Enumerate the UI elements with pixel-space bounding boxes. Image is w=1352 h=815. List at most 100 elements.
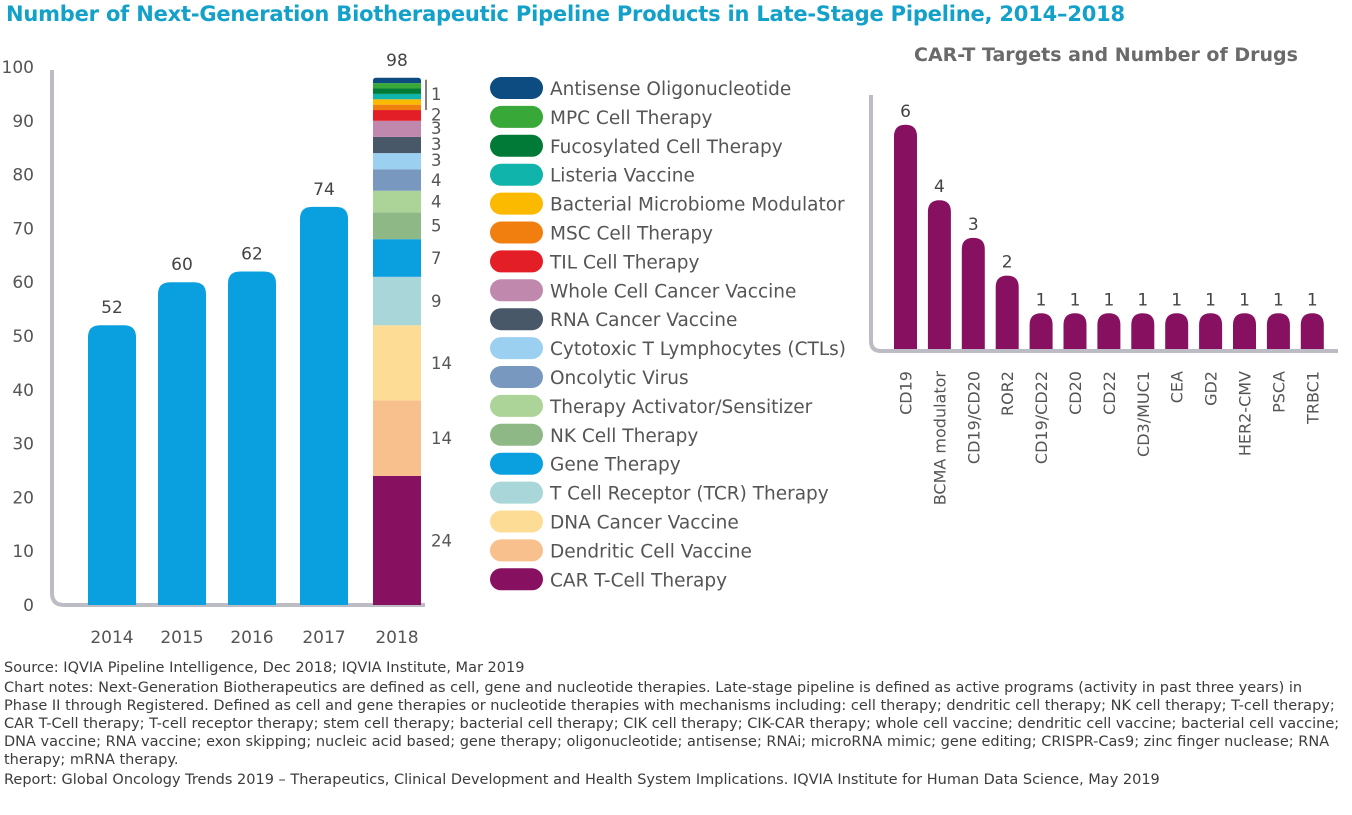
car-t-category-label: CD22 bbox=[1100, 371, 1119, 415]
stack-segment-car-t-cell-therapy bbox=[373, 475, 421, 605]
stack-segment-t-cell-receptor-tcr-therapy bbox=[373, 276, 421, 326]
x-tick-label: 2016 bbox=[230, 628, 273, 648]
stack-segment-nk-cell-therapy bbox=[373, 212, 421, 240]
car-t-bar bbox=[995, 275, 1019, 349]
car-t-bar bbox=[1266, 313, 1290, 349]
bar-2017 bbox=[300, 206, 348, 605]
pipeline-bar-chart: 0102030405060708090100522014602015622016… bbox=[2, 51, 452, 648]
car-t-value-label: 1 bbox=[1239, 290, 1250, 310]
bar-value-label: 74 bbox=[313, 180, 335, 200]
legend-swatch bbox=[490, 481, 543, 504]
bar-value-label: 60 bbox=[171, 255, 193, 275]
legend-swatch bbox=[490, 163, 543, 186]
legend-label: T Cell Receptor (TCR) Therapy bbox=[549, 484, 829, 505]
stack-segment-gene-therapy bbox=[373, 239, 421, 277]
right-axis-line bbox=[869, 95, 1338, 353]
car-t-value-label: 4 bbox=[934, 177, 945, 197]
y-tick-label: 50 bbox=[12, 327, 34, 347]
legend-swatch bbox=[490, 308, 543, 331]
car-t-bar bbox=[1131, 313, 1155, 349]
report-note: Report: Global Oncology Trends 2019 – Th… bbox=[4, 772, 1160, 788]
segment-value-label: 4 bbox=[431, 171, 442, 190]
legend-swatch bbox=[490, 510, 543, 533]
legend-label: RNA Cancer Vaccine bbox=[550, 310, 737, 331]
car-t-bar bbox=[1097, 313, 1121, 349]
legend-label: Antisense Oligonucleotide bbox=[550, 79, 791, 100]
legend-swatch bbox=[490, 134, 543, 157]
car-t-category-label: TRBC1 bbox=[1303, 371, 1322, 425]
y-tick-label: 20 bbox=[12, 488, 34, 508]
legend-label: CAR T-Cell Therapy bbox=[550, 570, 727, 591]
car-t-chart-title: CAR-T Targets and Number of Drugs bbox=[914, 44, 1298, 66]
y-tick-label: 40 bbox=[12, 381, 34, 401]
segment-value-label: 14 bbox=[431, 429, 452, 448]
car-t-category-label: CD20 bbox=[1066, 371, 1085, 415]
car-t-value-label: 1 bbox=[1036, 290, 1047, 310]
car-t-value-label: 6 bbox=[900, 102, 911, 122]
car-t-category-label: BCMA modulator bbox=[930, 371, 949, 506]
segment-value-label: 5 bbox=[431, 217, 442, 236]
y-tick-label: 10 bbox=[12, 542, 34, 562]
car-t-value-label: 1 bbox=[1307, 290, 1318, 310]
car-t-value-label: 1 bbox=[1137, 290, 1148, 310]
legend-label: TIL Cell Therapy bbox=[549, 252, 699, 273]
y-tick-label: 0 bbox=[23, 596, 34, 616]
small-segments-label: 1 bbox=[431, 85, 442, 104]
stack-segment-rna-cancer-vaccine bbox=[373, 136, 421, 154]
y-tick-label: 100 bbox=[2, 58, 34, 78]
car-t-value-label: 3 bbox=[968, 215, 979, 235]
legend-swatch bbox=[490, 366, 543, 388]
stack-segment-therapy-activator-sensitizer bbox=[373, 190, 421, 213]
y-tick-label: 60 bbox=[12, 273, 34, 293]
car-t-category-label: CD3/MUC1 bbox=[1134, 371, 1153, 457]
stack-segment-listeria-vaccine bbox=[373, 93, 421, 100]
stack-segment-cytotoxic-t-lymphocytes-ctls- bbox=[373, 153, 421, 170]
car-t-category-label: CD19 bbox=[897, 371, 916, 415]
legend-label: MPC Cell Therapy bbox=[550, 108, 712, 129]
x-tick-label: 2015 bbox=[160, 628, 203, 648]
legend-label: Fucosylated Cell Therapy bbox=[550, 137, 783, 158]
legend-label: Oncolytic Virus bbox=[550, 368, 689, 389]
segment-value-label: 9 bbox=[431, 292, 442, 311]
segment-value-label: 24 bbox=[431, 531, 452, 550]
legend-swatch bbox=[490, 250, 543, 273]
segment-value-label: 4 bbox=[431, 193, 442, 212]
y-tick-label: 70 bbox=[12, 219, 34, 239]
car-t-bar bbox=[1063, 313, 1087, 349]
car-t-category-label: GD2 bbox=[1202, 371, 1221, 406]
car-t-bar-chart: CAR-T Targets and Number of Drugs 6 CD19 4 B… bbox=[869, 44, 1338, 506]
car-t-bar bbox=[1165, 313, 1189, 349]
legend-label: Gene Therapy bbox=[550, 455, 681, 476]
stack-segment-til-cell-therapy bbox=[373, 110, 421, 121]
car-t-category-label: CD19/CD20 bbox=[964, 371, 983, 464]
bar-2014 bbox=[88, 325, 136, 605]
segment-value-label: 3 bbox=[431, 135, 442, 154]
segment-value-label: 3 bbox=[431, 151, 442, 170]
legend-label: Bacterial Microbiome Modulator bbox=[550, 195, 845, 216]
source-note: Source: IQVIA Pipeline Intelligence, Dec… bbox=[4, 660, 525, 676]
legend-label: MSC Cell Therapy bbox=[550, 224, 713, 245]
legend-label: NK Cell Therapy bbox=[550, 426, 698, 447]
segment-value-label: 2 bbox=[431, 105, 442, 124]
left-axis-line bbox=[50, 70, 425, 607]
car-t-bar bbox=[1029, 313, 1053, 349]
chart-notes-text: Chart notes: Next-Generation Biotherapeu… bbox=[4, 680, 1340, 768]
legend-swatch bbox=[490, 279, 543, 302]
x-tick-label: 2018 bbox=[375, 628, 418, 648]
chart-notes: Source: IQVIA Pipeline Intelligence, Dec… bbox=[4, 659, 1346, 791]
legend-swatch bbox=[490, 77, 543, 99]
y-tick-label: 80 bbox=[12, 166, 34, 186]
segment-value-label: 7 bbox=[431, 249, 442, 268]
bar-value-label: 98 bbox=[386, 51, 408, 71]
stack-segment-oncolytic-virus bbox=[373, 169, 421, 191]
legend-swatch bbox=[490, 337, 543, 360]
car-t-value-label: 2 bbox=[1002, 253, 1013, 273]
legend-label: Whole Cell Cancer Vaccine bbox=[550, 281, 796, 302]
legend-swatch bbox=[490, 221, 543, 244]
car-t-value-label: 1 bbox=[1171, 290, 1182, 310]
legend-swatch bbox=[490, 394, 543, 417]
bar-value-label: 52 bbox=[101, 298, 123, 318]
segment-value-label: 3 bbox=[431, 119, 442, 138]
legend-swatch bbox=[490, 568, 543, 591]
legend-swatch bbox=[490, 423, 543, 446]
